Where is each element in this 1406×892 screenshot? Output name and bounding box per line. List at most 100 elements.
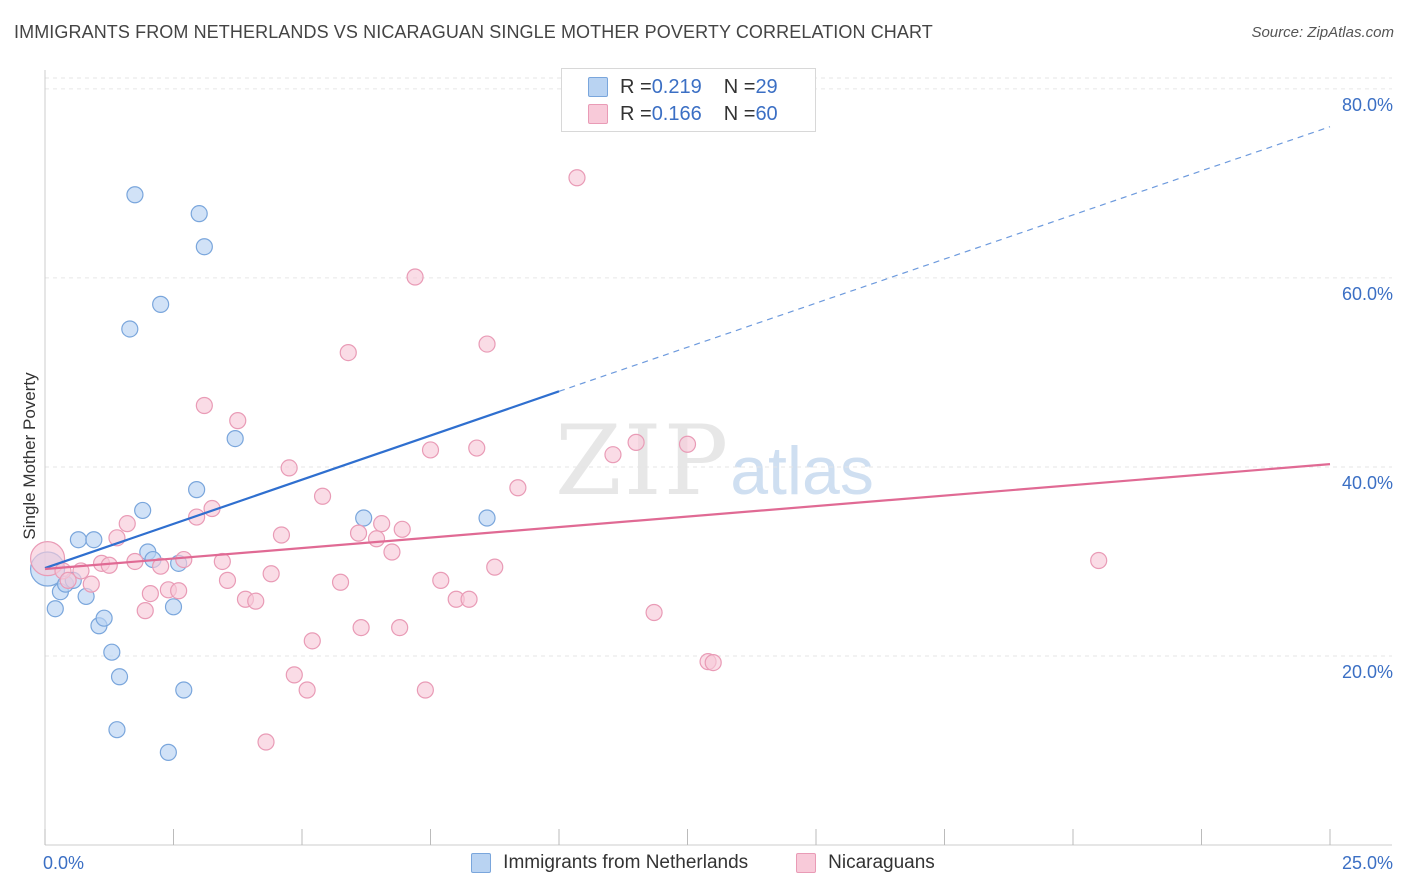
nicaraguans-point	[195, 396, 213, 415]
netherlands-trendline	[44, 390, 560, 570]
nicaraguans-point	[604, 446, 622, 464]
y-axis-label: Single Mother Poverty	[20, 372, 39, 540]
netherlands-point	[69, 531, 88, 549]
nicaraguans-point	[460, 590, 478, 608]
legend-n-label: N =	[723, 102, 756, 125]
legend-r-label: R =	[620, 102, 652, 125]
watermark-atlas: atlas	[730, 433, 874, 509]
nicaraguans-point	[704, 653, 722, 672]
legend-row-nicaraguans: R = 0.166 N = 60	[588, 102, 778, 126]
legend-item-netherlands: Immigrants from Netherlands	[471, 852, 748, 874]
nicaraguans-point	[352, 619, 370, 637]
nicaraguans-point	[262, 565, 280, 583]
nicaraguans-point	[645, 603, 663, 622]
netherlands-point	[134, 501, 152, 520]
netherlands-point	[110, 668, 129, 686]
x-tick-label: 0.0%	[43, 853, 84, 873]
legend-swatch-blue	[588, 77, 608, 97]
nicaraguans-point	[1090, 551, 1108, 570]
nicaraguans-point	[627, 433, 645, 451]
netherlands-point	[190, 205, 208, 223]
nicaraguans-point	[406, 268, 424, 286]
nicaraguans-point	[152, 557, 170, 575]
nicaraguans-point	[82, 575, 100, 593]
netherlands-point	[126, 186, 144, 204]
nicaraguans-point	[367, 530, 386, 548]
nicaraguans-point	[349, 524, 368, 542]
legend-n-label: N =	[723, 75, 756, 98]
netherlands-trendline-extension	[558, 126, 1331, 392]
source-credit: Source: ZipAtlas.com	[1251, 24, 1394, 41]
nicaraguans-point	[331, 573, 350, 591]
legend-r-value: 0.166	[651, 102, 702, 125]
legend-n-value: 60	[755, 102, 778, 125]
legend-n-value: 29	[755, 75, 778, 98]
netherlands-point	[152, 295, 170, 313]
legend-label: Immigrants from Netherlands	[503, 852, 749, 873]
netherlands-point	[46, 600, 64, 618]
netherlands-point	[226, 429, 244, 448]
y-tick-label: 60.0%	[1342, 284, 1393, 304]
legend-r-label: R =	[620, 75, 652, 98]
nicaraguans-point	[416, 681, 434, 699]
nicaraguans-point	[393, 520, 411, 538]
nicaraguans-point	[141, 584, 159, 603]
nicaraguans-point	[421, 441, 440, 459]
stats-legend: R = 0.219 N = 29 R = 0.166 N = 60	[561, 68, 816, 132]
nicaraguans-point	[486, 558, 504, 576]
nicaraguans-point	[313, 487, 332, 505]
nicaraguans-point	[303, 632, 321, 650]
legend-r-value: 0.219	[651, 75, 702, 98]
nicaraguans-point	[175, 550, 193, 569]
watermark: ZIPatlas	[555, 405, 874, 517]
legend-swatch-pink	[588, 104, 608, 124]
nicaraguans-point	[568, 169, 586, 187]
x-tick-label: 25.0%	[1342, 853, 1393, 873]
series-legend: Immigrants from Netherlands Nicaraguans	[0, 852, 1406, 874]
netherlands-point	[103, 643, 121, 661]
nicaraguans-point	[678, 435, 697, 453]
nicaraguans-point	[298, 681, 316, 699]
nicaraguans-point	[383, 543, 401, 561]
nicaraguans-point	[218, 571, 237, 589]
netherlands-point	[355, 509, 373, 527]
nicaraguans-point	[118, 515, 136, 533]
nicaraguans-point	[280, 459, 298, 477]
nicaraguans-trendline	[44, 463, 1331, 571]
legend-row-netherlands: R = 0.219 N = 29	[588, 75, 778, 99]
netherlands-point	[164, 598, 183, 616]
nicaraguans-point	[285, 666, 303, 684]
netherlands-point	[108, 721, 126, 739]
legend-item-nicaraguans: Nicaraguans	[796, 852, 935, 874]
legend-swatch-pink	[796, 853, 817, 873]
netherlands-point	[478, 509, 496, 527]
nicaraguans-point	[373, 515, 391, 533]
nicaraguans-point	[272, 526, 291, 544]
nicaraguans-point	[59, 571, 77, 589]
nicaraguans-point	[391, 619, 409, 637]
netherlands-point	[195, 238, 213, 256]
legend-swatch-blue	[471, 853, 492, 873]
netherlands-point	[121, 320, 139, 338]
netherlands-point	[95, 609, 113, 627]
nicaraguans-point	[247, 592, 265, 610]
legend-label: Nicaraguans	[828, 852, 935, 873]
chart-title: IMMIGRANTS FROM NETHERLANDS VS NICARAGUA…	[14, 22, 933, 42]
netherlands-point	[175, 681, 193, 699]
netherlands-point	[85, 531, 103, 549]
watermark-zip: ZIP	[555, 405, 731, 517]
netherlands-point	[159, 743, 177, 761]
nicaraguans-point	[170, 582, 188, 600]
nicaraguans-point	[229, 412, 247, 430]
y-tick-label: 40.0%	[1342, 473, 1393, 493]
nicaraguans-point	[468, 439, 486, 457]
nicaraguans-point	[339, 343, 357, 362]
y-tick-label: 80.0%	[1342, 95, 1393, 115]
y-tick-label: 20.0%	[1342, 662, 1393, 682]
netherlands-point	[188, 481, 206, 499]
nicaraguans-point	[257, 733, 275, 751]
nicaraguans-point	[509, 479, 527, 497]
nicaraguans-point	[478, 335, 496, 353]
nicaraguans-point	[136, 602, 154, 620]
